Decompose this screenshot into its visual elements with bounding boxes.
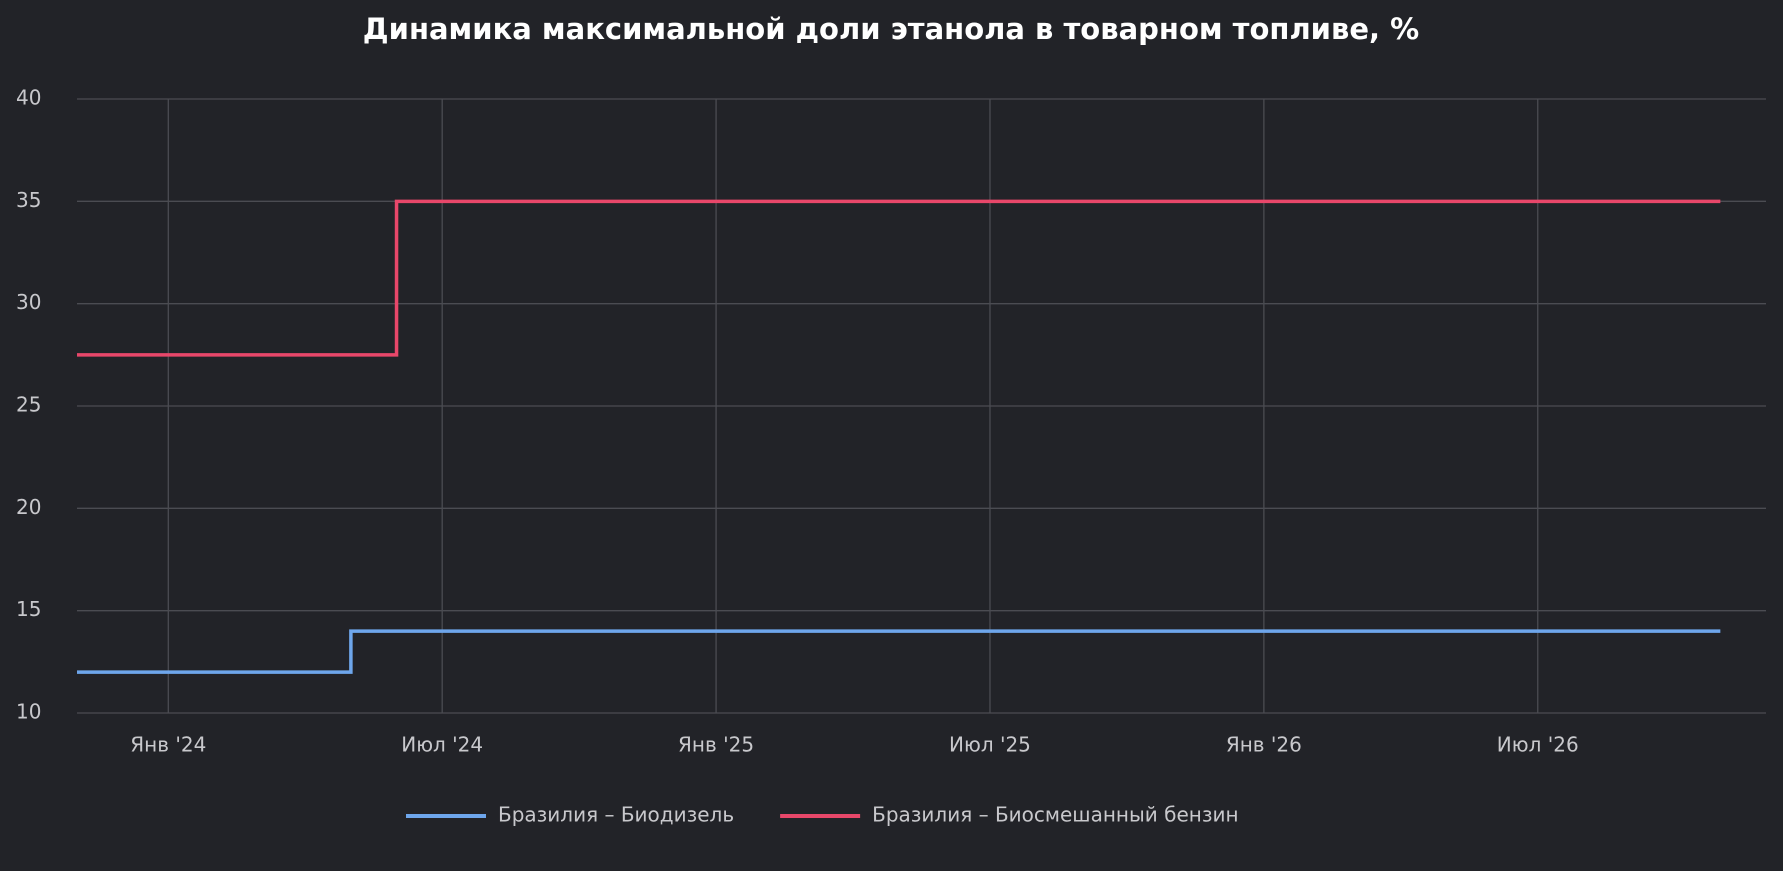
x-tick-label: Июл '26 <box>1497 733 1579 757</box>
x-tick-label: Июл '25 <box>949 733 1031 757</box>
series-line <box>77 199 1721 357</box>
legend-label[interactable]: Бразилия – Биосмешанный бензин <box>872 803 1238 827</box>
y-tick-label: 10 <box>16 700 41 724</box>
y-tick-label: 15 <box>16 597 41 621</box>
y-tick-label: 25 <box>16 393 41 417</box>
chart-title: Динамика максимальной доли этанола в тов… <box>363 12 1419 46</box>
x-tick-label: Янв '26 <box>1226 733 1302 757</box>
series-line <box>77 629 1721 674</box>
y-tick-label: 20 <box>16 495 41 519</box>
y-tick-label: 40 <box>16 86 41 110</box>
legend-label[interactable]: Бразилия – Биодизель <box>498 803 734 827</box>
x-tick-label: Июл '24 <box>401 733 483 757</box>
x-tick-label: Янв '25 <box>678 733 754 757</box>
y-tick-label: 30 <box>16 290 41 314</box>
x-tick-label: Янв '24 <box>130 733 206 757</box>
y-tick-label: 35 <box>16 188 41 212</box>
